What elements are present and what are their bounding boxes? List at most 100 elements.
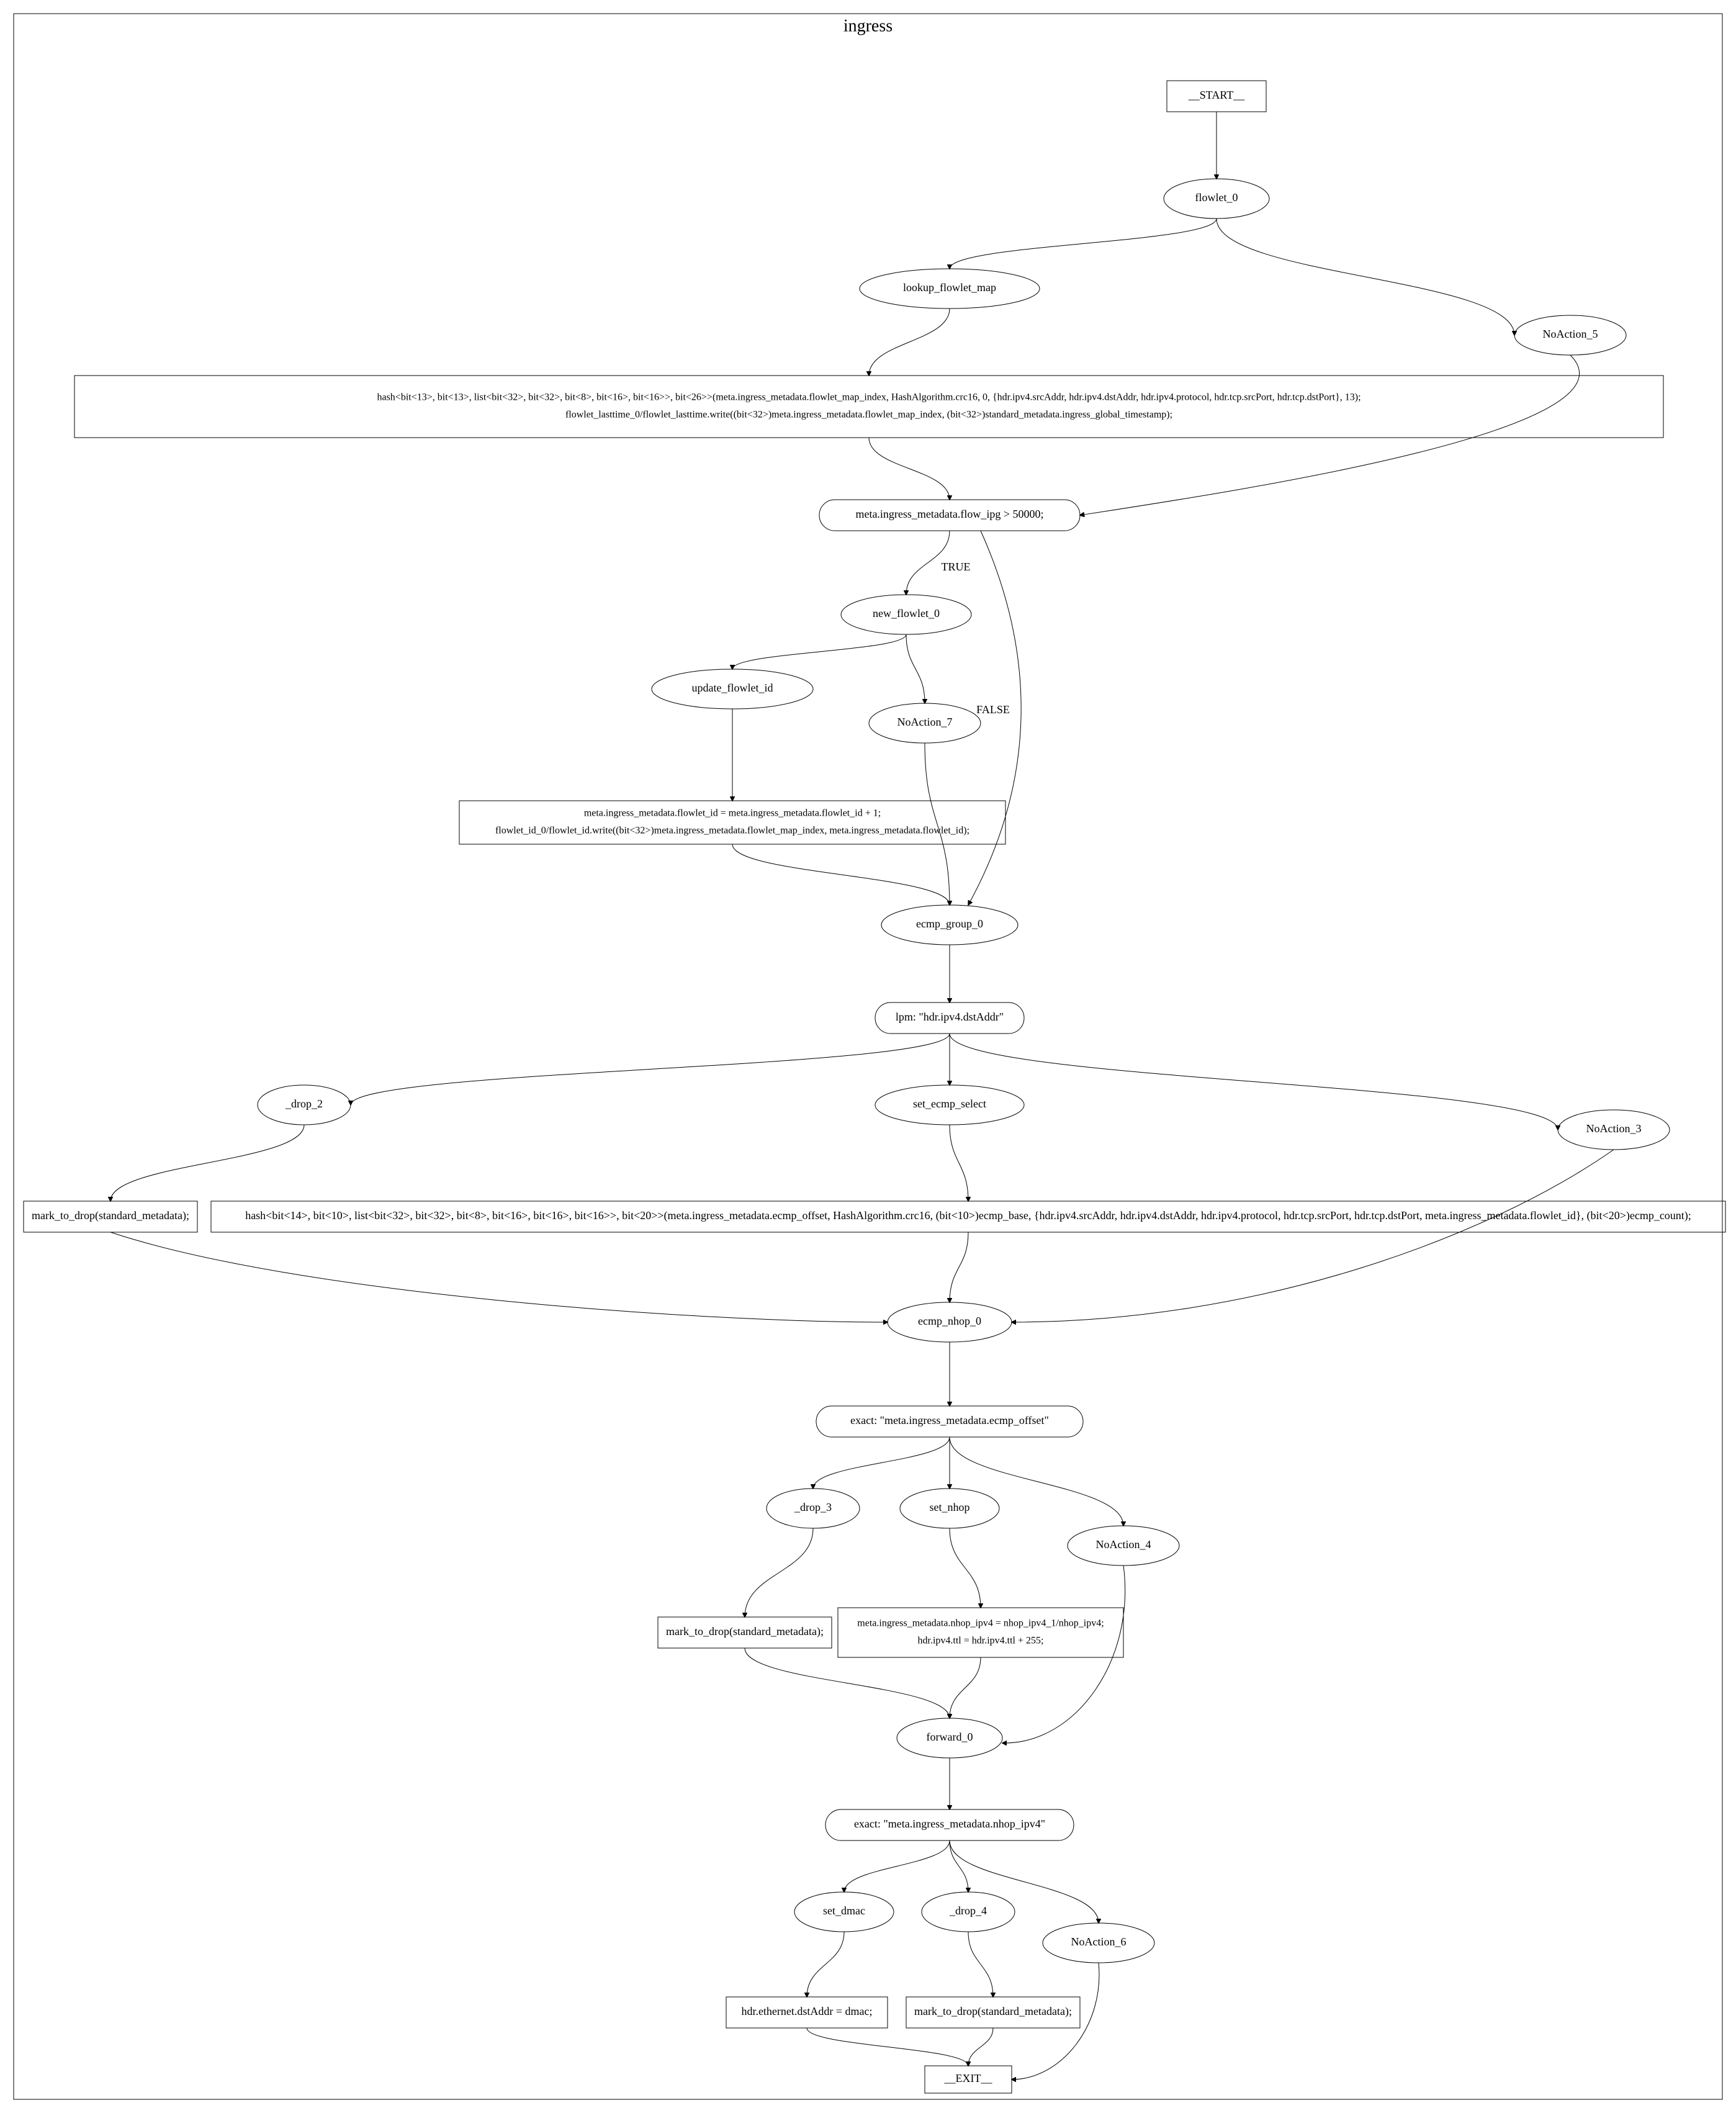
edge-set_ecmp-hash14 bbox=[950, 1125, 968, 1201]
node-lpm: lpm: "hdr.ipv4.dstAddr" bbox=[875, 1002, 1024, 1034]
node-update_fid: update_flowlet_id bbox=[652, 669, 813, 709]
node-mark_drop3-label: mark_to_drop(standard_metadata); bbox=[666, 1625, 824, 1638]
edge-exact_nhop-drop4 bbox=[950, 1840, 968, 1892]
node-start: __START__ bbox=[1167, 81, 1266, 112]
node-exact_offset: exact: "meta.ingress_metadata.ecmp_offse… bbox=[816, 1406, 1083, 1437]
node-noaction4: NoAction_4 bbox=[1068, 1526, 1179, 1566]
node-nhop_block: meta.ingress_metadata.nhop_ipv4 = nhop_i… bbox=[838, 1608, 1123, 1657]
node-fid_block-line0: meta.ingress_metadata.flowlet_id = meta.… bbox=[584, 808, 881, 819]
node-exit-label: __EXIT__ bbox=[944, 2072, 993, 2084]
node-exact_offset-label: exact: "meta.ingress_metadata.ecmp_offse… bbox=[850, 1414, 1049, 1426]
node-ecmp_nhop: ecmp_nhop_0 bbox=[888, 1302, 1012, 1342]
node-mark_drop4-label: mark_to_drop(standard_metadata); bbox=[914, 2005, 1072, 2018]
node-cond_ipg-label: meta.ingress_metadata.flow_ipg > 50000; bbox=[855, 508, 1043, 520]
edge-drop4-mark_drop4 bbox=[968, 1932, 993, 1997]
node-fid_block: meta.ingress_metadata.flowlet_id = meta.… bbox=[459, 801, 1005, 844]
node-hash13-line1: flowlet_lasttime_0/flowlet_lasttime.writ… bbox=[565, 410, 1172, 420]
node-noaction5: NoAction_5 bbox=[1514, 315, 1626, 355]
node-set_dmac: set_dmac bbox=[794, 1892, 894, 1932]
edge-lpm-noaction3 bbox=[950, 1034, 1558, 1130]
node-hash14: hash<bit<14>, bit<10>, list<bit<32>, bit… bbox=[211, 1201, 1725, 1232]
node-noaction7: NoAction_7 bbox=[869, 703, 981, 743]
cluster-title: ingress bbox=[843, 16, 893, 35]
node-forward_0-label: forward_0 bbox=[927, 1731, 973, 1743]
node-new_flowlet-label: new_flowlet_0 bbox=[873, 607, 940, 619]
node-dmac_block: hdr.ethernet.dstAddr = dmac; bbox=[726, 1997, 888, 2028]
node-exact_nhop-label: exact: "meta.ingress_metadata.nhop_ipv4" bbox=[854, 1818, 1045, 1830]
node-drop2: _drop_2 bbox=[258, 1085, 351, 1125]
edge-new_flowlet-noaction7 bbox=[906, 634, 925, 703]
node-noaction4-label: NoAction_4 bbox=[1096, 1538, 1151, 1551]
node-lpm-label: lpm: "hdr.ipv4.dstAddr" bbox=[896, 1011, 1004, 1023]
node-drop2-label: _drop_2 bbox=[285, 1097, 323, 1110]
edge-noaction7-ecmp_group bbox=[925, 743, 950, 905]
node-set_ecmp-label: set_ecmp_select bbox=[913, 1097, 986, 1110]
node-mark_drop3: mark_to_drop(standard_metadata); bbox=[658, 1617, 832, 1648]
edge-set_nhop-nhop_block bbox=[950, 1528, 981, 1608]
edge-hash14-ecmp_nhop bbox=[950, 1232, 968, 1302]
node-set_dmac-label: set_dmac bbox=[823, 1904, 865, 1917]
ingress-flowchart: ingress TRUE FALSE __START__ flowlet_0look… bbox=[0, 0, 1736, 2113]
node-drop3-label: _drop_3 bbox=[794, 1501, 832, 1513]
edge-noaction6-exit bbox=[1012, 1963, 1099, 2079]
edge-noaction5-cond_ipg bbox=[1080, 355, 1580, 515]
node-mark_drop4: mark_to_drop(standard_metadata); bbox=[906, 1997, 1080, 2028]
node-nhop_block-line1: hdr.ipv4.ttl = hdr.ipv4.ttl + 255; bbox=[918, 1636, 1044, 1646]
node-set_ecmp: set_ecmp_select bbox=[875, 1085, 1024, 1125]
node-mark_drop2-label: mark_to_drop(standard_metadata); bbox=[32, 1209, 189, 1222]
node-ecmp_nhop-label: ecmp_nhop_0 bbox=[918, 1315, 981, 1327]
node-hash13: hash<bit<13>, bit<13>, list<bit<32>, bit… bbox=[74, 376, 1663, 438]
edge-label-false: FALSE bbox=[976, 703, 1010, 716]
node-drop4: _drop_4 bbox=[922, 1892, 1015, 1932]
node-set_nhop-label: set_nhop bbox=[930, 1501, 970, 1513]
node-drop3: _drop_3 bbox=[767, 1489, 860, 1528]
edge-noaction4-forward_0 bbox=[1002, 1566, 1125, 1743]
node-noaction6: NoAction_6 bbox=[1043, 1923, 1154, 1963]
edge-dmac_block-exit bbox=[807, 2028, 968, 2066]
node-noaction7-label: NoAction_7 bbox=[897, 716, 953, 728]
node-update_fid-label: update_flowlet_id bbox=[692, 682, 773, 694]
node-cond_ipg: meta.ingress_metadata.flow_ipg > 50000; bbox=[819, 500, 1080, 531]
node-noaction6-label: NoAction_6 bbox=[1071, 1935, 1127, 1948]
node-flowlet_0-label: flowlet_0 bbox=[1195, 191, 1238, 204]
node-set_nhop: set_nhop bbox=[900, 1489, 999, 1528]
edge-new_flowlet-update_fid bbox=[732, 634, 906, 669]
edge-exact_offset-noaction4 bbox=[950, 1437, 1123, 1526]
edge-label-true: TRUE bbox=[942, 561, 971, 573]
edge-hash13-cond_ipg bbox=[869, 438, 950, 500]
edge-exact_nhop-set_dmac bbox=[844, 1840, 950, 1892]
node-noaction3: NoAction_3 bbox=[1558, 1110, 1670, 1150]
node-flowlet_0: flowlet_0 bbox=[1164, 179, 1269, 219]
node-nhop_block-line0: meta.ingress_metadata.nhop_ipv4 = nhop_i… bbox=[857, 1618, 1104, 1629]
node-hash14-label: hash<bit<14>, bit<10>, list<bit<32>, bit… bbox=[245, 1209, 1691, 1222]
node-noaction5-label: NoAction_5 bbox=[1543, 328, 1598, 340]
node-ecmp_group-label: ecmp_group_0 bbox=[916, 917, 983, 930]
edge-mark_drop3-forward_0 bbox=[745, 1648, 950, 1718]
edge-drop3-mark_drop3 bbox=[745, 1528, 813, 1617]
edge-drop2-mark_drop2 bbox=[110, 1125, 304, 1201]
node-hash13-line0: hash<bit<13>, bit<13>, list<bit<32>, bit… bbox=[377, 392, 1360, 403]
node-exit: __EXIT__ bbox=[925, 2066, 1012, 2093]
node-dmac_block-label: hdr.ethernet.dstAddr = dmac; bbox=[741, 2005, 872, 2017]
node-fid_block-line1: flowlet_id_0/flowlet_id.write((bit<32>)m… bbox=[495, 826, 969, 836]
edge-lpm-drop2 bbox=[351, 1034, 950, 1105]
node-lookup_map-label: lookup_flowlet_map bbox=[903, 281, 996, 294]
node-drop4-label: _drop_4 bbox=[949, 1904, 987, 1917]
edge-nhop_block-forward_0 bbox=[950, 1657, 981, 1718]
node-new_flowlet: new_flowlet_0 bbox=[841, 595, 971, 634]
edge-fid_block-ecmp_group bbox=[732, 844, 950, 905]
node-noaction3-label: NoAction_3 bbox=[1586, 1122, 1642, 1135]
node-mark_drop2: mark_to_drop(standard_metadata); bbox=[24, 1201, 197, 1232]
edge-mark_drop4-exit bbox=[968, 2028, 993, 2066]
edge-flowlet_0-lookup_map bbox=[950, 219, 1217, 269]
node-start-label: __START__ bbox=[1188, 89, 1245, 101]
node-exact_nhop: exact: "meta.ingress_metadata.nhop_ipv4" bbox=[825, 1809, 1074, 1840]
node-forward_0: forward_0 bbox=[897, 1718, 1002, 1758]
edge-mark_drop2-ecmp_nhop bbox=[110, 1232, 888, 1322]
cluster-border bbox=[14, 14, 1722, 2099]
edge-lookup_map-hash13 bbox=[869, 309, 950, 376]
edge-cond_ipg-ecmp_group bbox=[968, 531, 1021, 905]
edge-exact_offset-drop3 bbox=[813, 1437, 950, 1489]
edge-noaction3-ecmp_nhop bbox=[1012, 1150, 1614, 1322]
edge-set_dmac-dmac_block bbox=[807, 1932, 844, 1997]
